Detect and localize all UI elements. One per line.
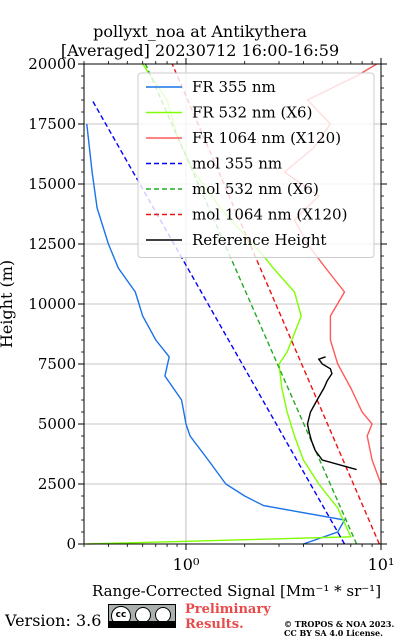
y-axis-label: Height (m) (0, 260, 16, 348)
legend-label: FR 1064 nm (X120) (192, 129, 341, 147)
y-tick-label: 7500 (38, 355, 76, 373)
chart-title: pollyxt_noa at Antikythera (93, 22, 307, 41)
series-line-6 (306, 356, 357, 471)
legend-label: mol 532 nm (X6) (192, 180, 319, 198)
legend: FR 355 nm FR 532 nm (X6) FR 1064 nm (X120)… (137, 72, 375, 258)
x-axis-label: Range-Corrected Signal [Mm⁻¹ * sr⁻¹] (92, 582, 381, 600)
axes-layer: 0 2500 5000 7500 10000 12500 15000 17500 20000 10… (0, 55, 394, 600)
x-tick-label: 10¹ (368, 555, 395, 574)
legend-box (137, 72, 375, 258)
y-tick-label: 2500 (38, 475, 76, 493)
version-label: Version: 3.6 (5, 611, 102, 630)
legend-label: FR 355 nm (192, 78, 276, 96)
preliminary-note: Preliminary Results. (185, 602, 271, 632)
chart-subtitle: [Averaged] 20230712 16:00-16:59 (60, 41, 340, 60)
copyright-note: © TROPOS & NOA 2023. CC BY SA 4.0 Licens… (284, 620, 394, 638)
copyright-line-1: © TROPOS & NOA 2023. (284, 619, 395, 629)
y-tick-label: 12500 (28, 235, 76, 253)
legend-label: FR 532 nm (X6) (192, 104, 312, 122)
y-tick-label: 17500 (28, 115, 76, 133)
y-tick-label: 10000 (28, 295, 76, 313)
preliminary-line-2: Results. (185, 617, 244, 632)
series-line-0 (86, 123, 346, 545)
series-line-3 (91, 99, 346, 545)
y-tick-label: 20000 (28, 55, 76, 73)
legend-label: mol 1064 nm (X120) (192, 206, 347, 224)
y-tick-label: 5000 (38, 415, 76, 433)
y-tick-label: 0 (66, 535, 76, 553)
copyright-line-2: CC BY SA 4.0 License. (284, 628, 383, 638)
legend-label: mol 355 nm (192, 155, 282, 173)
cc-by-sa-badge: cc (108, 604, 176, 628)
legend-label: Reference Height (192, 231, 326, 249)
y-tick-label: 15000 (28, 175, 76, 193)
preliminary-line-1: Preliminary (185, 602, 271, 617)
x-tick-label: 10⁰ (173, 555, 200, 574)
badge-strip (109, 621, 175, 627)
